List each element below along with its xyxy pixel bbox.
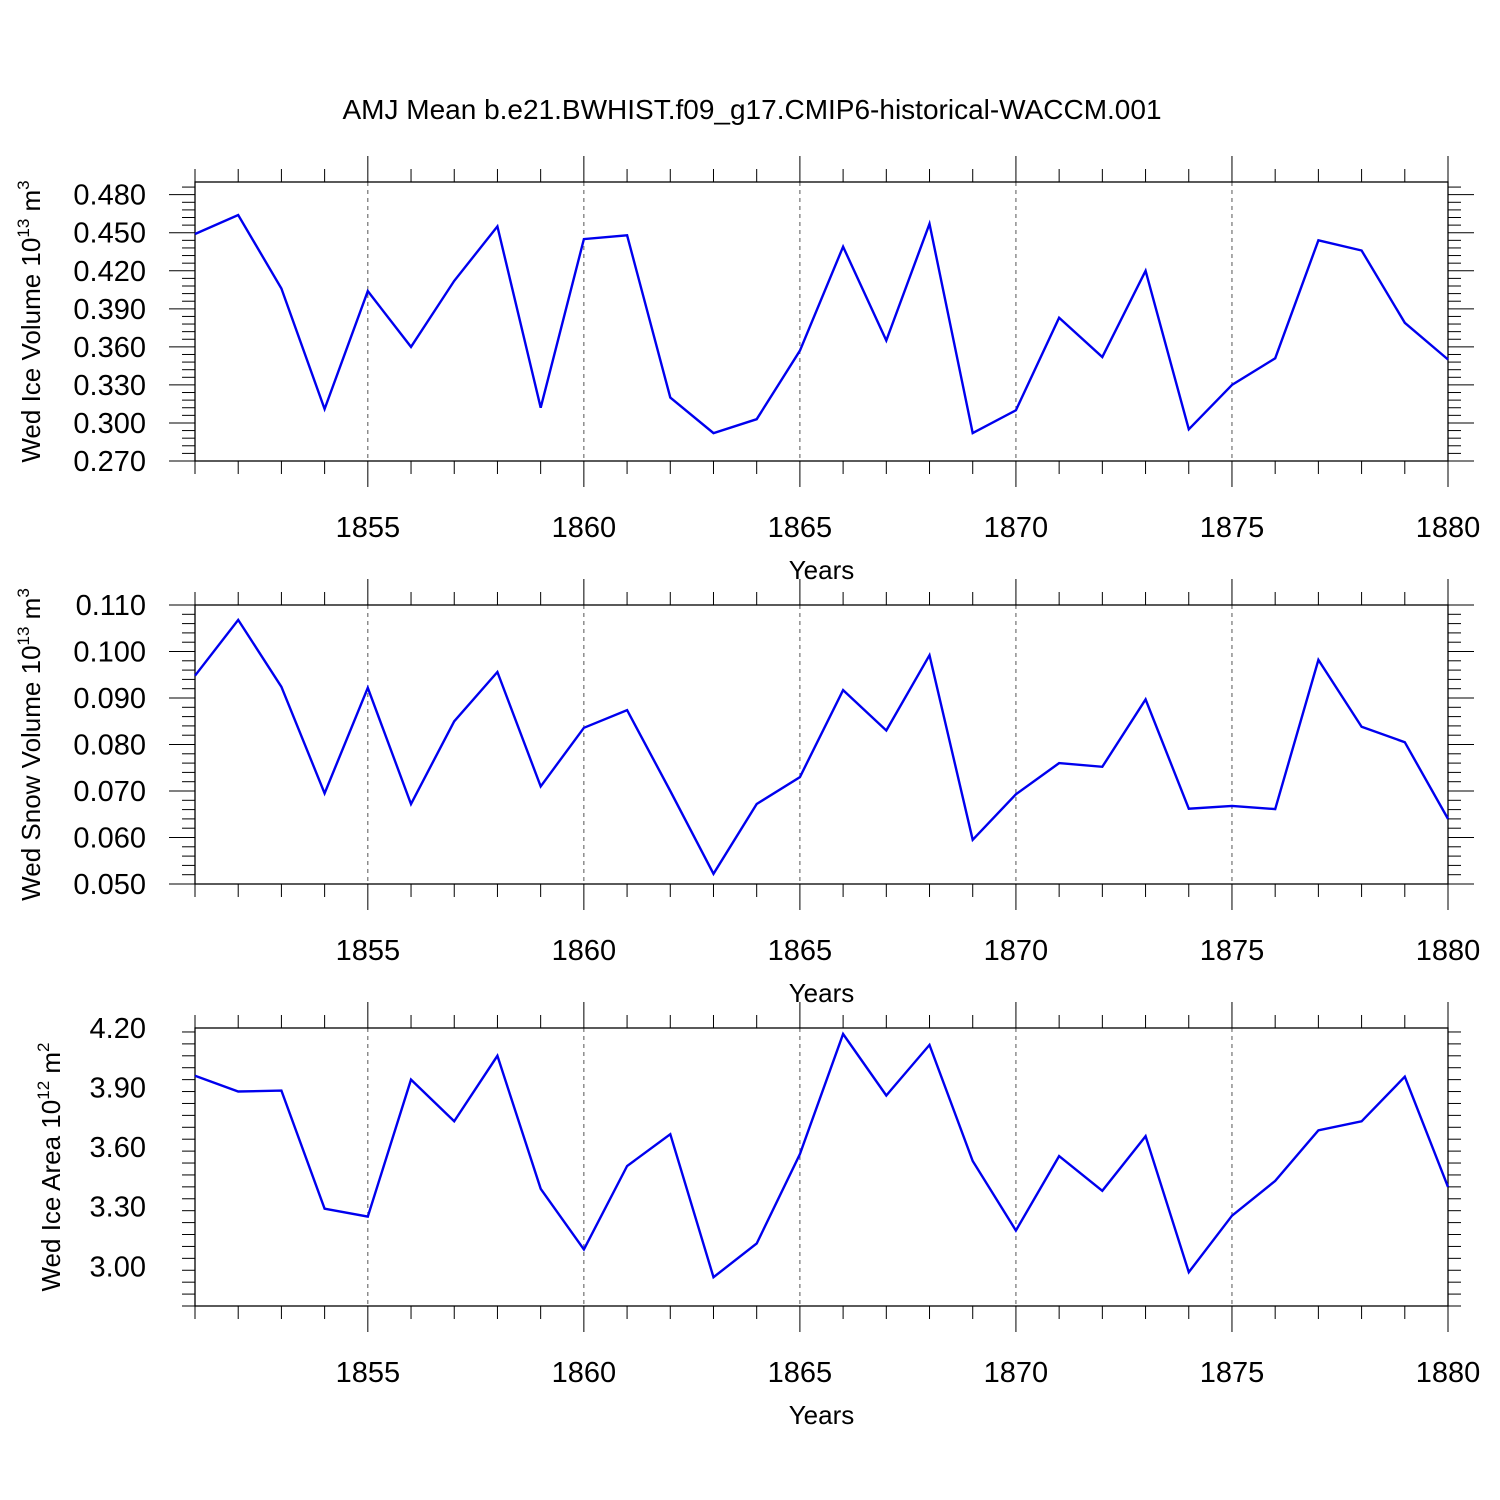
- y-tick-label: 0.360: [73, 332, 146, 364]
- y-axis-label-unit: m: [36, 1052, 66, 1081]
- y-axis-label: Wed Ice Area 1012 m2: [34, 1042, 66, 1291]
- series-line: [194, 1031, 1450, 1280]
- chart-panel-2: 0.050 0.060 0.070 0.080 0.090 0.100 0.110 1855 1…: [14, 579, 1480, 1008]
- y-axis-label-unit: m: [16, 598, 46, 627]
- y-tick-label: 0.080: [73, 730, 146, 762]
- figure-title: AMJ Mean b.e21.BWHIST.f09_g17.CMIP6-hist…: [342, 94, 1161, 125]
- y-axis-label-unit-exponent: 2: [34, 1042, 53, 1051]
- x-tick-label: 1875: [1200, 935, 1265, 967]
- x-tick-label: 1860: [552, 512, 617, 544]
- y-tick-label: 3.90: [90, 1073, 146, 1105]
- y-tick-label: 0.090: [73, 683, 146, 715]
- y-tick-label: 0.300: [73, 408, 146, 440]
- series-line: [194, 617, 1450, 877]
- x-tick-label: 1870: [984, 935, 1049, 967]
- x-tick-label: 1855: [336, 1357, 401, 1389]
- y-tick-label: 0.420: [73, 256, 146, 288]
- x-tick-label: 1870: [984, 512, 1049, 544]
- x-axis-label: Years: [789, 1400, 855, 1430]
- x-tick-label: 1865: [768, 1357, 833, 1389]
- x-tick-label: 1860: [552, 935, 617, 967]
- plot-frame: [194, 604, 1449, 885]
- y-axis-label-exponent: 13: [14, 219, 33, 238]
- chart-panel-3: 3.00 3.30 3.60 3.90 4.20 1855 1860 1865 1870 1875…: [34, 1002, 1480, 1430]
- y-tick-label: 3.00: [90, 1251, 146, 1283]
- x-tick-label: 1855: [336, 512, 401, 544]
- plot-frame: [194, 181, 1449, 462]
- y-axis-label: Wed Snow Volume 1013 m3: [14, 588, 46, 901]
- y-axis-label-text: Wed Ice Area 10: [36, 1100, 66, 1292]
- y-axis-label-unit: m: [16, 190, 46, 219]
- y-tick-label: 0.330: [73, 370, 146, 402]
- y-tick-label: 0.110: [76, 590, 146, 622]
- y-tick-label: 0.050: [73, 869, 146, 901]
- x-tick-label: 1855: [336, 935, 401, 967]
- chart-panel-1: 0.270 0.300 0.330 0.360 0.390 0.420 0.450 0.480…: [14, 156, 1480, 585]
- x-tick-label: 1880: [1416, 1357, 1481, 1389]
- y-tick-label: 4.20: [90, 1013, 146, 1045]
- y-tick-label: 0.100: [73, 637, 146, 669]
- y-tick-label: 3.30: [90, 1192, 146, 1224]
- x-axis-label: Years: [789, 555, 855, 585]
- x-tick-label: 1865: [768, 935, 833, 967]
- plot-frame: [194, 1027, 1449, 1307]
- x-tick-label: 1860: [552, 1357, 617, 1389]
- y-tick-label: 0.270: [73, 446, 146, 478]
- x-tick-label: 1865: [768, 512, 833, 544]
- x-tick-label: 1880: [1416, 512, 1481, 544]
- series-line: [194, 213, 1449, 435]
- y-tick-label: 0.070: [73, 776, 146, 808]
- y-axis-label-exponent: 13: [14, 627, 33, 646]
- y-axis-label-exponent: 12: [34, 1081, 53, 1100]
- y-tick-label: 0.450: [73, 218, 146, 250]
- y-tick-label: 3.60: [90, 1132, 146, 1164]
- y-tick-label: 0.390: [73, 294, 146, 326]
- x-axis-label: Years: [789, 978, 855, 1008]
- y-axis-label-unit-exponent: 3: [14, 180, 33, 189]
- x-tick-label: 1880: [1416, 935, 1481, 967]
- y-axis-label-text: Wed Ice Volume 10: [16, 238, 46, 463]
- y-axis-label-text: Wed Snow Volume 10: [16, 645, 46, 900]
- x-tick-label: 1870: [984, 1357, 1049, 1389]
- x-tick-label: 1875: [1200, 512, 1265, 544]
- x-tick-label: 1875: [1200, 1357, 1265, 1389]
- y-tick-label: 0.060: [73, 823, 146, 855]
- y-axis-label: Wed Ice Volume 1013 m3: [14, 180, 46, 462]
- y-tick-label: 0.480: [73, 180, 146, 212]
- y-axis-label-unit-exponent: 3: [14, 588, 33, 597]
